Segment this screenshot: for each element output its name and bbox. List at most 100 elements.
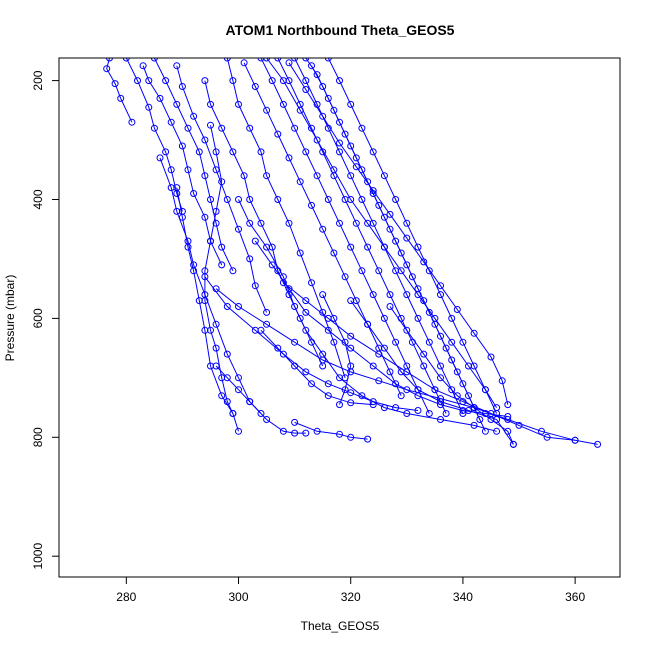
data-point [437, 291, 444, 299]
data-point [319, 225, 327, 233]
data-point [336, 430, 343, 438]
series-3 [139, 62, 226, 269]
x-tick-label: 340 [453, 590, 473, 604]
data-point [358, 124, 366, 132]
series-7 [223, 58, 349, 382]
data-point [263, 416, 271, 423]
y-tick-label: 800 [31, 427, 45, 447]
data-point [459, 338, 467, 346]
data-point [195, 148, 203, 156]
data-point [134, 77, 141, 85]
data-point [347, 389, 355, 397]
data-point [319, 308, 327, 316]
data-point [302, 297, 310, 305]
data-point [302, 308, 310, 316]
data-point [347, 362, 355, 370]
data-point [302, 148, 310, 156]
data-point [296, 314, 304, 322]
data-point [274, 130, 282, 138]
data-point [257, 219, 265, 227]
data-point [336, 77, 343, 85]
data-point [369, 148, 377, 156]
data-point [291, 418, 299, 426]
data-point [173, 62, 181, 70]
series-15 [285, 59, 512, 409]
data-point [285, 154, 293, 162]
data-point [308, 380, 315, 388]
data-point [268, 261, 276, 269]
data-point [470, 421, 478, 429]
data-point [352, 163, 360, 171]
data-point [324, 326, 332, 334]
x-tick-label: 360 [565, 590, 585, 604]
data-point [437, 282, 444, 290]
series-30 [386, 303, 517, 448]
series-4 [150, 58, 237, 275]
data-point [167, 118, 175, 126]
data-point [431, 386, 439, 394]
data-point [218, 261, 226, 269]
data-point [184, 237, 192, 245]
data-point [397, 267, 405, 275]
data-point [279, 100, 287, 108]
data-point [302, 77, 310, 85]
data-point [308, 62, 315, 70]
data-point [218, 392, 226, 400]
data-point [347, 399, 355, 407]
data-point [201, 326, 209, 334]
data-point [364, 435, 372, 443]
data-point [347, 172, 355, 180]
data-point [139, 62, 147, 70]
series-line [260, 58, 430, 414]
data-point [223, 374, 231, 382]
series-24 [201, 273, 422, 414]
data-point [156, 154, 164, 162]
data-point [229, 267, 237, 275]
data-point [223, 58, 231, 62]
data-point [364, 219, 372, 227]
series-line [153, 58, 234, 272]
data-point [229, 77, 237, 85]
data-point [347, 196, 355, 203]
data-point [279, 350, 287, 358]
data-point [263, 308, 271, 316]
data-point [308, 201, 315, 209]
data-point [251, 282, 259, 290]
data-point [218, 243, 226, 251]
data-point [403, 326, 411, 334]
data-point [453, 368, 461, 376]
data-point [386, 291, 394, 299]
data-point [190, 112, 198, 120]
data-point [493, 404, 501, 412]
data-point [341, 386, 349, 394]
series-line [283, 282, 598, 445]
data-point [190, 190, 198, 197]
data-point [291, 362, 299, 370]
data-point [442, 344, 450, 352]
data-point [347, 142, 355, 150]
data-point [448, 386, 456, 394]
data-point [498, 377, 506, 385]
data-point [453, 392, 461, 400]
x-tick-label: 300 [229, 590, 249, 604]
data-point [285, 219, 293, 227]
x-axis: 280 300 320 340 360 [116, 577, 585, 604]
data-point [364, 243, 372, 251]
data-point [571, 436, 579, 444]
data-point [285, 59, 293, 67]
data-point [414, 386, 422, 394]
data-point [392, 196, 400, 203]
data-point [212, 207, 220, 215]
data-point [319, 112, 327, 120]
series-line [226, 58, 346, 378]
data-point [296, 249, 304, 257]
data-point [246, 196, 254, 203]
data-point [442, 410, 450, 417]
data-point [392, 237, 400, 245]
series-8 [240, 59, 405, 400]
data-point [184, 124, 192, 132]
data-point [150, 58, 158, 62]
data-point [386, 225, 394, 233]
data-point [223, 196, 231, 203]
series-line [260, 329, 374, 406]
